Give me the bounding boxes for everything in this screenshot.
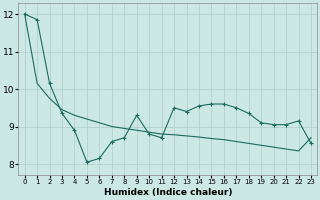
X-axis label: Humidex (Indice chaleur): Humidex (Indice chaleur) xyxy=(104,188,232,197)
